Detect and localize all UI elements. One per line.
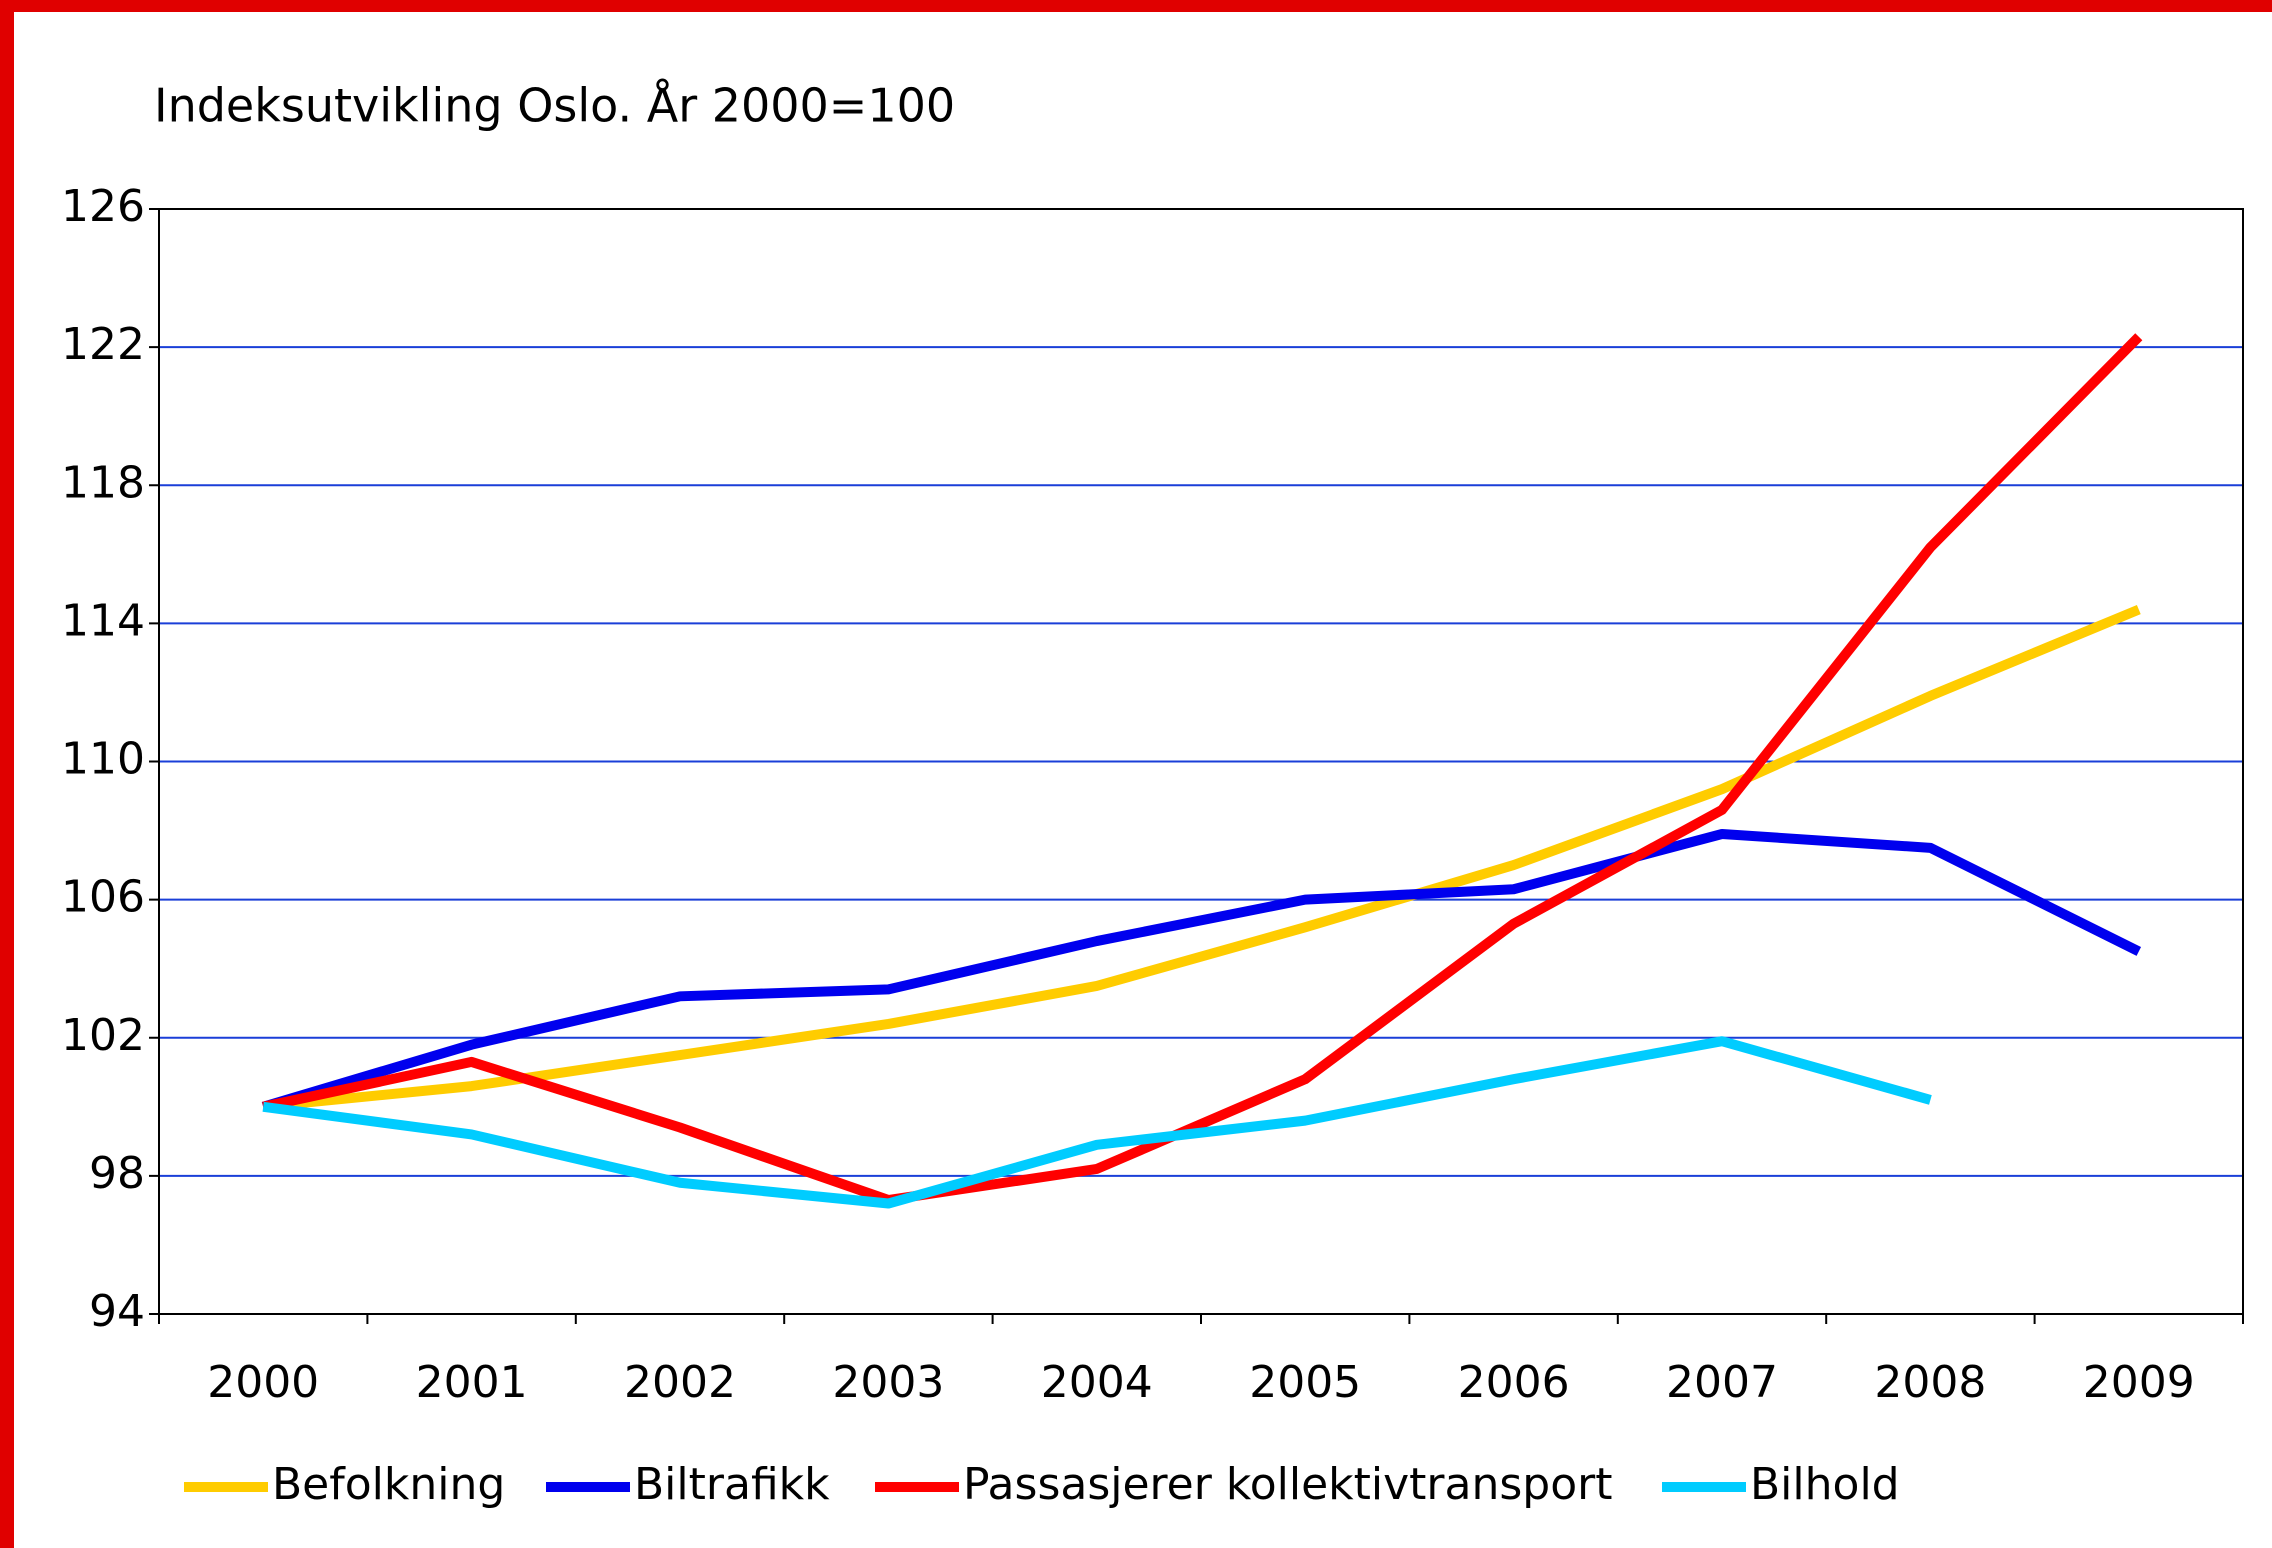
- x-tick-label: 2009: [2083, 1357, 2195, 1408]
- frame-left: [0, 0, 14, 1548]
- series-line: [262, 333, 2143, 1206]
- series-line: [262, 604, 2141, 1112]
- chart-title: Indeksutvikling Oslo. År 2000=100: [154, 79, 955, 133]
- x-tick-label: 2006: [1458, 1357, 1570, 1408]
- y-tick-label: 122: [61, 319, 145, 370]
- x-tick-label: 2000: [207, 1357, 319, 1408]
- legend-label: Biltrafikk: [634, 1459, 830, 1510]
- y-tick-label: 102: [61, 1010, 145, 1061]
- y-tick-label: 106: [61, 872, 145, 923]
- x-tick-label: 2005: [1249, 1357, 1361, 1408]
- legend-label: Passasjerer kollektivtransport: [963, 1459, 1612, 1510]
- y-tick-label: 98: [89, 1148, 145, 1199]
- frame-top: [0, 0, 2272, 12]
- x-tick-label: 2003: [832, 1357, 944, 1408]
- legend-label: Befolkning: [272, 1459, 505, 1510]
- y-tick-label: 110: [61, 734, 145, 785]
- y-tick-label: 94: [89, 1286, 145, 1337]
- series-line: [262, 1036, 1932, 1209]
- x-tick-label: 2007: [1666, 1357, 1778, 1408]
- y-tick-label: 114: [61, 595, 145, 646]
- legend-label: Bilhold: [1750, 1459, 1900, 1510]
- x-tick-label: 2008: [1874, 1357, 1986, 1408]
- y-tick-label: 126: [61, 181, 145, 232]
- y-tick-label: 118: [61, 457, 145, 508]
- x-tick-label: 2002: [624, 1357, 736, 1408]
- series-line: [261, 829, 2142, 1112]
- x-tick-label: 2001: [416, 1357, 528, 1408]
- x-tick-label: 2004: [1041, 1357, 1153, 1408]
